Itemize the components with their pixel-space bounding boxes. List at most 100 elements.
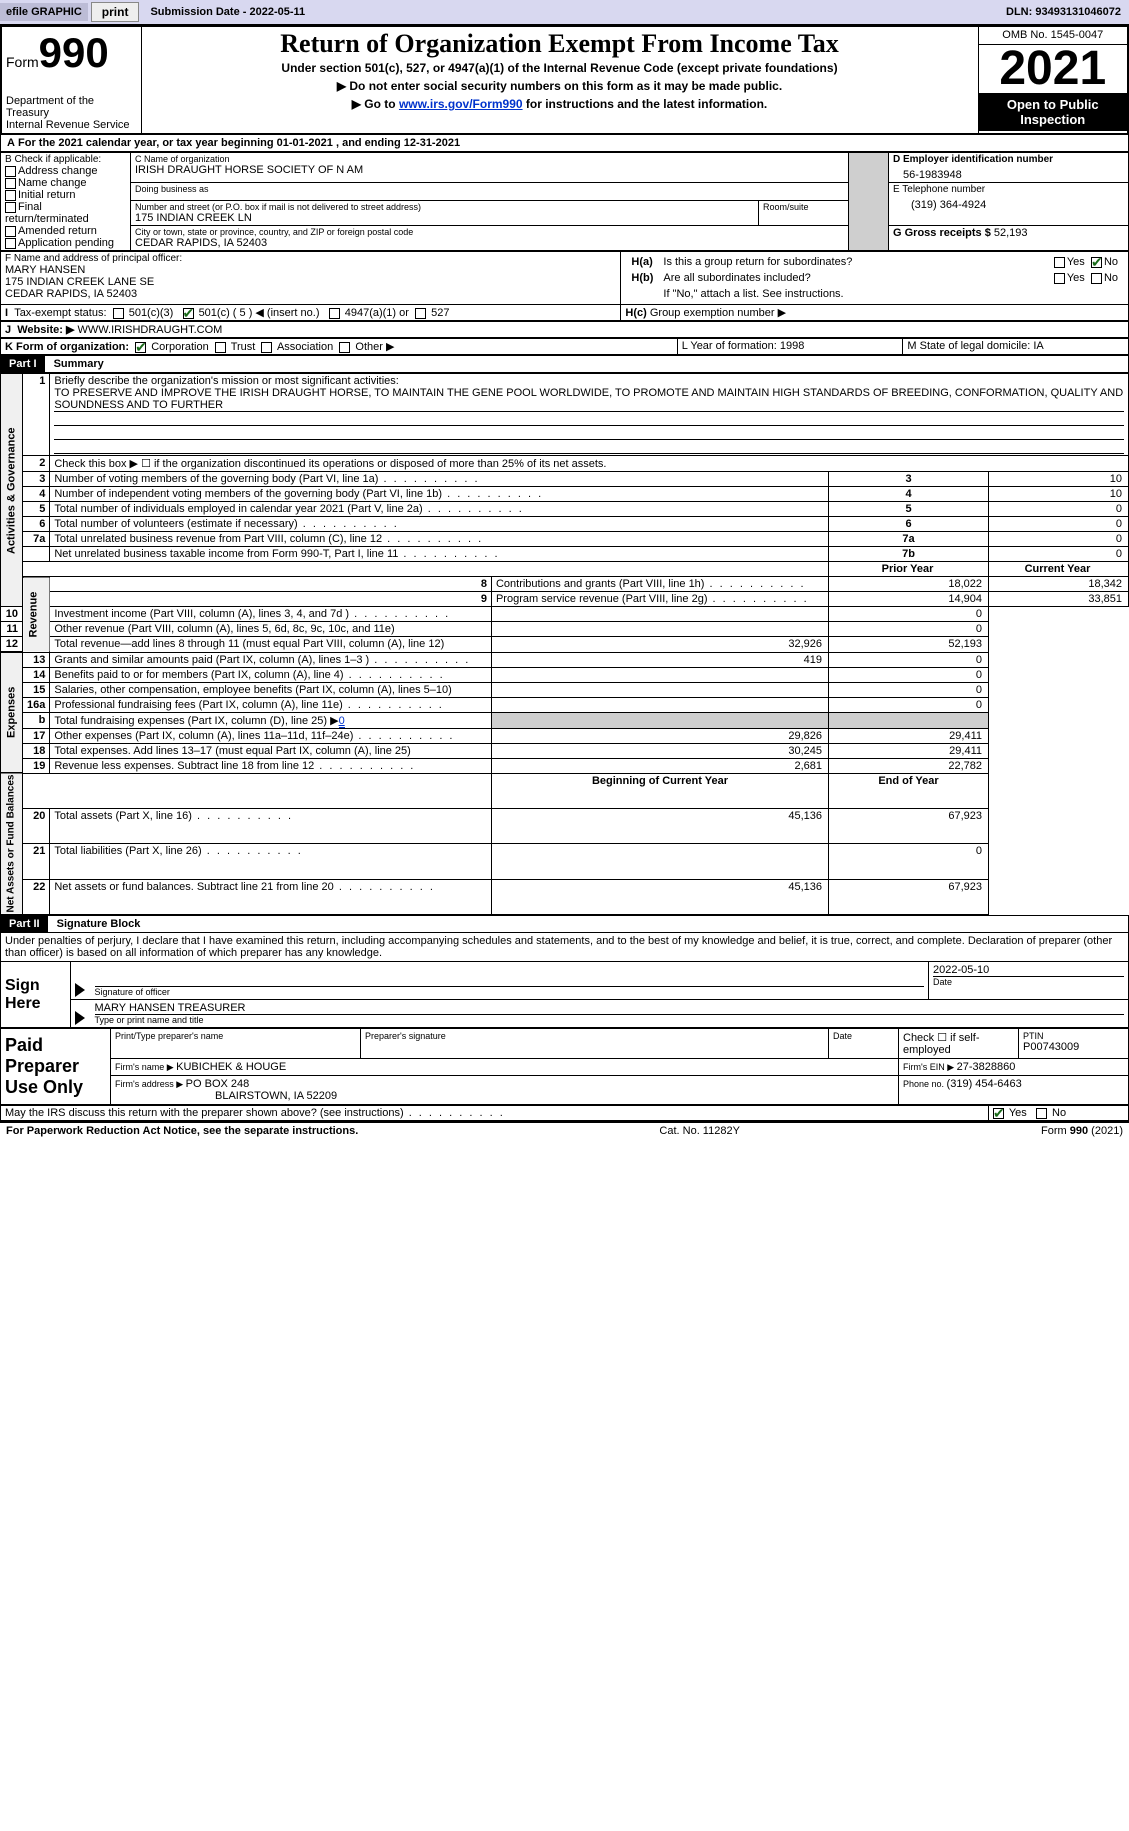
line-a: A For the 2021 calendar year, or tax yea… bbox=[0, 135, 1129, 152]
top-bar: efile GRAPHIC print Submission Date - 20… bbox=[0, 0, 1129, 25]
g-label: G Gross receipts $ bbox=[893, 227, 994, 239]
hb-label: Are all subordinates included? bbox=[659, 271, 1000, 285]
form-subtitle-2: ▶ Do not enter social security numbers o… bbox=[146, 77, 974, 95]
tab-activities: Activities & Governance bbox=[1, 374, 23, 607]
k-assoc[interactable] bbox=[261, 342, 272, 353]
check-self[interactable]: Check ☐ if self-employed bbox=[899, 1029, 1019, 1059]
type-name-label: Type or print name and title bbox=[95, 1014, 1125, 1025]
firm-ein-label: Firm's EIN ▶ bbox=[903, 1062, 957, 1072]
sig-date: 2022-05-10 bbox=[933, 964, 1124, 976]
print-button[interactable]: print bbox=[91, 2, 140, 22]
hdr-prior: Prior Year bbox=[829, 562, 989, 577]
i-527[interactable] bbox=[415, 308, 426, 319]
k-trust[interactable] bbox=[215, 342, 226, 353]
l19: Revenue less expenses. Subtract line 18 … bbox=[50, 758, 492, 773]
l3: Number of voting members of the governin… bbox=[50, 472, 829, 487]
l12: Total revenue—add lines 8 through 11 (mu… bbox=[50, 637, 492, 653]
l17c: 29,411 bbox=[829, 728, 989, 743]
cat-no: Cat. No. 11282Y bbox=[659, 1125, 740, 1137]
k-other[interactable] bbox=[339, 342, 350, 353]
l15c: 0 bbox=[829, 682, 989, 697]
dept-treasury: Department of the Treasury bbox=[6, 95, 137, 119]
gross-receipts: 52,193 bbox=[994, 227, 1028, 239]
form-subtitle-3: ▶ Go to www.irs.gov/Form990 for instruct… bbox=[146, 95, 974, 113]
tab-revenue: Revenue bbox=[23, 577, 50, 653]
b-app-pending[interactable]: Application pending bbox=[5, 237, 126, 249]
l21c: 0 bbox=[829, 844, 989, 879]
may-irs-no[interactable] bbox=[1036, 1108, 1047, 1119]
l13c: 0 bbox=[829, 652, 989, 667]
ha-label: Is this a group return for subordinates? bbox=[659, 255, 1000, 269]
l22c: 67,923 bbox=[829, 879, 989, 914]
l12p: 32,926 bbox=[491, 637, 828, 653]
hb-yes[interactable] bbox=[1054, 273, 1065, 284]
room-label: Room/suite bbox=[763, 202, 844, 212]
street-label: Number and street (or P.O. box if mail i… bbox=[135, 202, 754, 212]
l4v: 10 bbox=[989, 487, 1129, 502]
c-name-label: C Name of organization bbox=[135, 154, 844, 164]
j-label: Website: ▶ bbox=[17, 324, 74, 336]
firm-addr1: PO BOX 248 bbox=[186, 1078, 250, 1090]
paid-preparer-block: Paid Preparer Use Only Print/Type prepar… bbox=[0, 1028, 1129, 1105]
submission-date: Submission Date - 2022-05-11 bbox=[142, 3, 313, 21]
l15p bbox=[491, 682, 828, 697]
hdr-curr: Current Year bbox=[989, 562, 1129, 577]
b-initial-return[interactable]: Initial return bbox=[5, 189, 126, 201]
l22p: 45,136 bbox=[491, 879, 828, 914]
l12c: 52,193 bbox=[829, 637, 989, 653]
l14: Benefits paid to or for members (Part IX… bbox=[50, 667, 492, 682]
sign-here-label: Sign Here bbox=[1, 962, 71, 1028]
instructions-link[interactable]: www.irs.gov/Form990 bbox=[399, 97, 523, 111]
form-header: Form990 Department of the Treasury Inter… bbox=[0, 25, 1129, 135]
f-label: F Name and address of principal officer: bbox=[5, 253, 616, 264]
i-501c3[interactable] bbox=[113, 308, 124, 319]
entity-info: B Check if applicable: Address change Na… bbox=[0, 152, 1129, 251]
officer-name: MARY HANSEN bbox=[5, 264, 616, 276]
b-final-return[interactable]: Final return/terminated bbox=[5, 201, 126, 225]
may-irs-yes[interactable] bbox=[993, 1108, 1004, 1119]
l15: Salaries, other compensation, employee b… bbox=[50, 682, 492, 697]
ha-yes[interactable] bbox=[1054, 257, 1065, 268]
website: WWW.IRISHDRAUGHT.COM bbox=[77, 324, 222, 336]
hb-no[interactable] bbox=[1091, 273, 1102, 284]
part2-title: Signature Block bbox=[51, 918, 141, 930]
l5: Total number of individuals employed in … bbox=[50, 502, 829, 517]
form-title: Return of Organization Exempt From Incom… bbox=[146, 29, 974, 59]
firm-addr-label: Firm's address ▶ bbox=[115, 1079, 186, 1089]
penalties-statement: Under penalties of perjury, I declare th… bbox=[0, 933, 1129, 961]
hc-label: Group exemption number ▶ bbox=[650, 307, 786, 319]
l11c: 0 bbox=[829, 622, 989, 637]
l16a: Professional fundraising fees (Part IX, … bbox=[50, 697, 492, 712]
firm-name: KUBICHEK & HOUGE bbox=[176, 1061, 286, 1073]
form-footer: Form 990 (2021) bbox=[1041, 1125, 1123, 1137]
l18p: 30,245 bbox=[491, 743, 828, 758]
l21: Total liabilities (Part X, line 26) bbox=[50, 844, 492, 879]
telephone: (319) 364-4924 bbox=[893, 195, 1124, 211]
city: CEDAR RAPIDS, IA 52403 bbox=[135, 237, 844, 249]
l17p: 29,826 bbox=[491, 728, 828, 743]
l21p bbox=[491, 844, 828, 879]
hdr-boy: Beginning of Current Year bbox=[491, 773, 828, 808]
m-label: M State of legal domicile: bbox=[907, 340, 1033, 352]
l16ap bbox=[491, 697, 828, 712]
city-label: City or town, state or province, country… bbox=[135, 227, 844, 237]
l7av: 0 bbox=[989, 532, 1129, 547]
l7bv: 0 bbox=[989, 547, 1129, 562]
l14c: 0 bbox=[829, 667, 989, 682]
state-domicile: IA bbox=[1033, 340, 1043, 352]
ha-no[interactable] bbox=[1091, 257, 1102, 268]
l8c: 18,342 bbox=[989, 577, 1129, 592]
i-501c[interactable] bbox=[183, 308, 194, 319]
i-4947[interactable] bbox=[329, 308, 340, 319]
l10p bbox=[491, 607, 828, 622]
b-name-change[interactable]: Name change bbox=[5, 177, 126, 189]
efile-label: efile GRAPHIC bbox=[0, 3, 88, 21]
b-amended[interactable]: Amended return bbox=[5, 225, 126, 237]
pp-sig-label: Preparer's signature bbox=[365, 1031, 824, 1041]
may-irs: May the IRS discuss this return with the… bbox=[5, 1107, 505, 1119]
b-address-change[interactable]: Address change bbox=[5, 165, 126, 177]
l3v: 10 bbox=[989, 472, 1129, 487]
l18c: 29,411 bbox=[829, 743, 989, 758]
l16bv[interactable]: 0 bbox=[339, 715, 345, 728]
k-corp[interactable] bbox=[135, 342, 146, 353]
